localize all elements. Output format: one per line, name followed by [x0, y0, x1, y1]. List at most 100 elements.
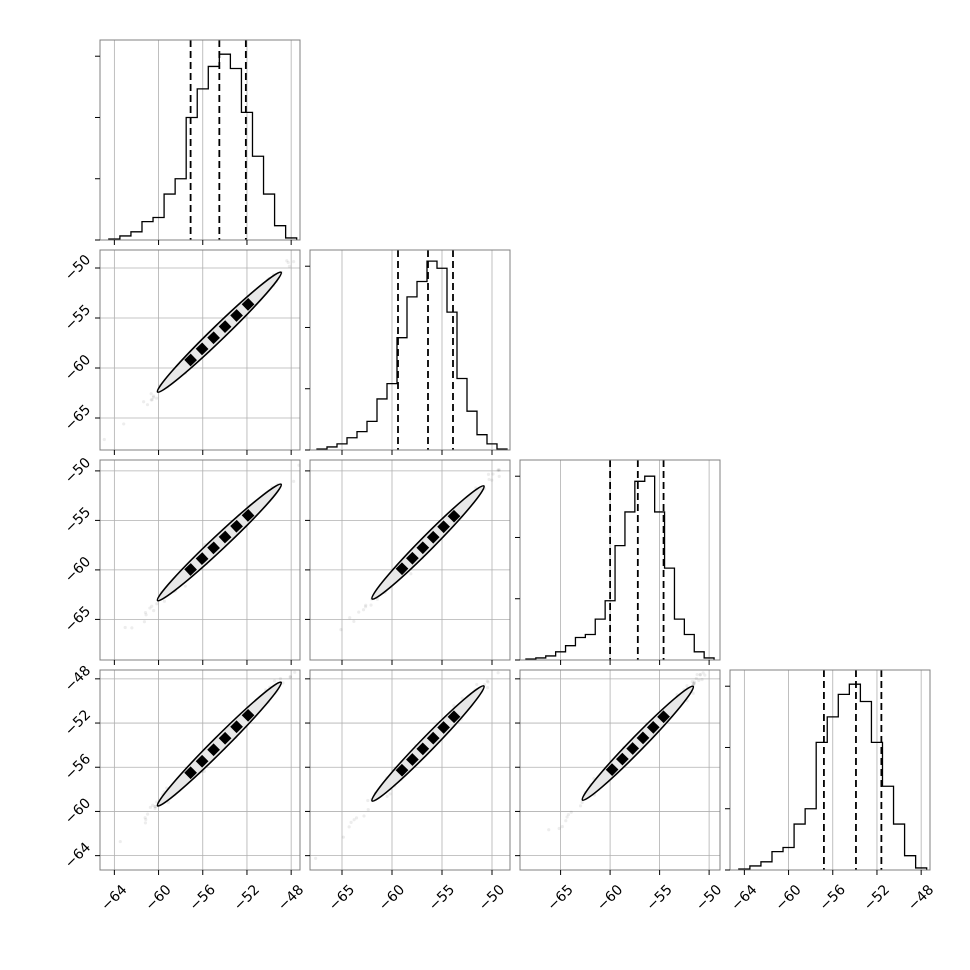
y-tick-label: −60: [62, 554, 94, 586]
scatter-point: [278, 677, 283, 681]
scatter-point: [369, 603, 373, 607]
density-cell: [416, 541, 430, 555]
scatter-point: [452, 704, 456, 708]
scatter-point: [685, 684, 689, 688]
scatter-point: [272, 679, 277, 683]
x-tick-label: −48: [905, 882, 937, 914]
scatter-point: [292, 479, 296, 484]
density-cell: [437, 721, 450, 734]
pair-panel-3-1: [305, 669, 511, 875]
density-cell: [426, 731, 440, 745]
scatter-point: [102, 437, 106, 442]
scatter-point: [698, 673, 702, 677]
density-cell: [395, 562, 409, 576]
pair-panel-3-2: [515, 669, 721, 875]
axis-frame: [99, 459, 301, 661]
x-tick-label: −52: [231, 882, 263, 914]
scatter-point: [362, 814, 366, 818]
scatter-point: [388, 792, 392, 796]
x-tick-label: −48: [275, 882, 307, 914]
scatter-point: [566, 812, 570, 817]
scatter-point: [149, 392, 153, 396]
scatter-point: [148, 606, 152, 610]
scatter-point: [364, 603, 368, 607]
scatter-point: [162, 599, 167, 603]
scatter-point: [146, 812, 150, 816]
y-tick-label: −48: [62, 663, 94, 695]
axis-frame: [309, 249, 511, 451]
density-cell: [207, 331, 220, 345]
scatter-point: [148, 805, 152, 809]
density-cell: [218, 530, 232, 544]
x-tick-label: −64: [728, 882, 760, 914]
scatter-point: [564, 819, 568, 823]
density-cell: [241, 509, 255, 522]
scatter-point: [293, 670, 297, 674]
scatter-point: [497, 468, 501, 472]
x-tick-label: −56: [817, 882, 849, 914]
scatter-point: [578, 804, 583, 808]
scatter-point: [357, 610, 361, 614]
x-tick-label: −55: [426, 882, 458, 914]
scatter-point: [122, 422, 126, 426]
x-tick-label: −55: [644, 882, 676, 914]
scatter-point: [143, 816, 147, 820]
scatter-point: [118, 839, 122, 844]
scatter-point: [297, 463, 300, 467]
scatter-point: [152, 394, 156, 398]
scatter-point: [352, 818, 356, 822]
axis-frame: [99, 249, 301, 451]
scatter-point: [375, 597, 380, 601]
y-tick-label: −56: [62, 751, 94, 783]
scatter-point: [497, 468, 501, 472]
scatter-point: [486, 472, 491, 476]
density-cell: [207, 541, 220, 555]
scatter-point: [166, 800, 171, 804]
scatter-point: [150, 398, 154, 402]
scatter-point: [142, 620, 147, 624]
contour-outer: [156, 483, 283, 602]
scatter-point: [285, 259, 289, 263]
histogram-panel-1: [305, 249, 511, 455]
scatter-point: [144, 817, 148, 822]
pair-panel-3-0: [95, 669, 301, 875]
histogram-step-line: [738, 683, 928, 870]
density-cell: [241, 297, 255, 311]
scatter-point: [692, 682, 696, 686]
scatter-point: [152, 609, 156, 613]
pair-panel-2-0: [95, 459, 301, 665]
scatter-point: [694, 676, 698, 681]
axis-frame: [99, 669, 301, 871]
density-cell: [195, 552, 209, 566]
scatter-point: [339, 628, 343, 632]
density-cell: [416, 742, 430, 756]
scatter-point: [130, 626, 134, 630]
scatter-point: [151, 803, 155, 807]
scatter-point: [692, 681, 696, 685]
scatter-point: [491, 472, 495, 476]
scatter-point: [487, 477, 491, 482]
scatter-point: [352, 619, 356, 624]
scatter-point: [692, 681, 696, 686]
density-cell: [406, 753, 419, 766]
histogram-panel-3: [725, 669, 931, 875]
x-tick-label: −65: [544, 882, 576, 914]
scatter-point: [409, 572, 413, 576]
scatter-point: [690, 679, 694, 684]
scatter-point: [349, 820, 353, 824]
scatter-point: [560, 825, 564, 829]
scatter-point: [700, 677, 704, 682]
scatter-point: [496, 671, 500, 675]
scatter-point: [366, 798, 370, 803]
scatter-point: [698, 672, 702, 677]
scatter-point: [695, 672, 699, 677]
x-tick-label: −50: [693, 882, 725, 914]
density-cell: [184, 563, 197, 576]
scatter-point: [288, 675, 292, 679]
x-tick-label: −60: [376, 882, 408, 914]
scatter-point: [153, 804, 157, 809]
scatter-point: [486, 680, 490, 684]
scatter-point: [547, 828, 551, 832]
scatter-point: [291, 260, 296, 264]
scatter-point: [149, 398, 153, 402]
